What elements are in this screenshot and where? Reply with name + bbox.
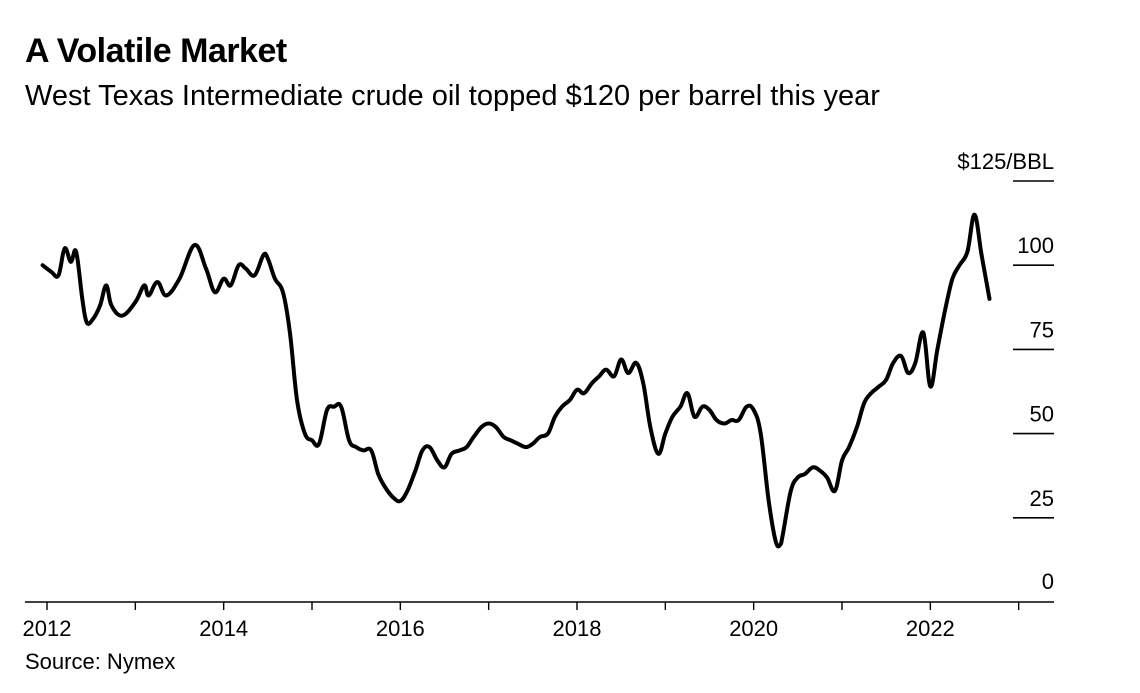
wti-price-line [40, 212, 992, 549]
series-layer [40, 212, 992, 549]
y-axis: $125/BBL 100 75 50 25 0 [957, 149, 1054, 594]
chart-subtitle: West Texas Intermediate crude oil topped… [25, 80, 880, 112]
x-tick-label: 2018 [553, 616, 602, 641]
x-tick-label: 2016 [376, 616, 425, 641]
chart-title: A Volatile Market [25, 32, 287, 70]
x-tick-label: 2014 [199, 616, 248, 641]
y-tick-label: 0 [1042, 569, 1054, 594]
x-tick-label: 2022 [906, 616, 955, 641]
y-tick-label: 50 [1030, 402, 1054, 427]
y-tick-label: 25 [1030, 486, 1054, 511]
source-note: Source: Nymex [25, 649, 176, 674]
x-axis: 2012 2014 2016 2018 2020 2022 [23, 601, 1054, 641]
x-tick-label: 2012 [23, 616, 72, 641]
y-tick-label: 100 [1017, 233, 1054, 258]
x-tick-label: 2020 [729, 616, 778, 641]
y-tick-label: $125/BBL [957, 149, 1054, 174]
y-tick-label: 75 [1030, 317, 1054, 342]
